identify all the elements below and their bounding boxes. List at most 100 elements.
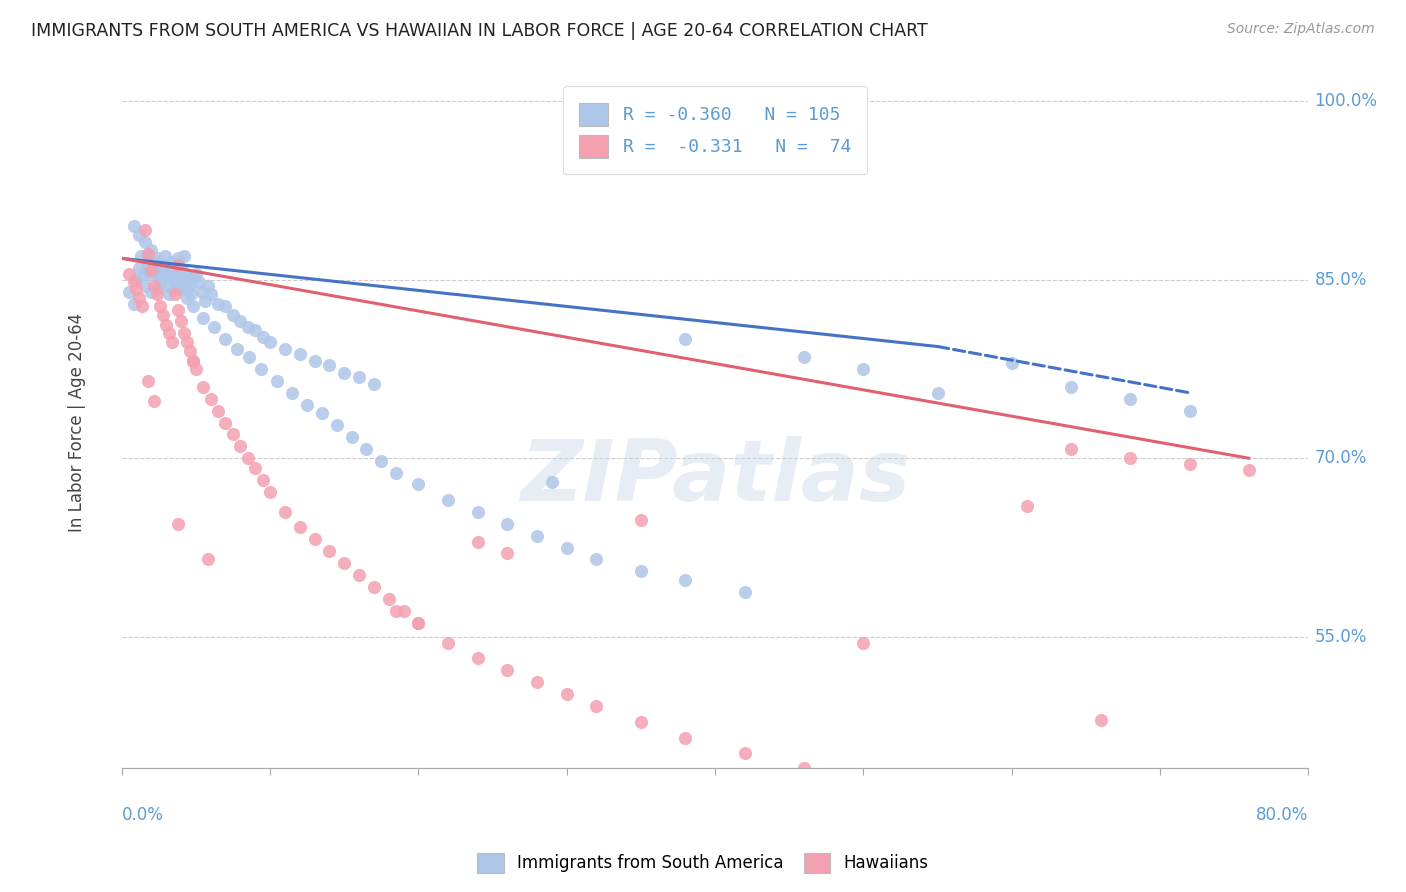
Point bbox=[207, 403, 229, 417]
Point bbox=[179, 278, 201, 293]
Point bbox=[135, 260, 157, 275]
Point bbox=[496, 546, 519, 560]
Point bbox=[142, 260, 165, 275]
Point bbox=[190, 285, 212, 299]
Text: 70.0%: 70.0% bbox=[1315, 450, 1367, 467]
Point bbox=[852, 772, 875, 787]
Point bbox=[181, 353, 204, 368]
Point bbox=[673, 573, 696, 587]
Point bbox=[408, 477, 430, 491]
Point bbox=[852, 362, 875, 376]
Point bbox=[236, 451, 259, 466]
Point bbox=[377, 591, 399, 606]
Point bbox=[392, 604, 415, 618]
Legend: Immigrants from South America, Hawaiians: Immigrants from South America, Hawaiians bbox=[471, 847, 935, 880]
Point bbox=[238, 350, 260, 364]
Point bbox=[311, 406, 333, 420]
Point bbox=[526, 528, 548, 542]
Point bbox=[496, 663, 519, 677]
Point bbox=[385, 604, 408, 618]
Text: IMMIGRANTS FROM SOUTH AMERICA VS HAWAIIAN IN LABOR FORCE | AGE 20-64 CORRELATION: IMMIGRANTS FROM SOUTH AMERICA VS HAWAIIA… bbox=[31, 22, 928, 40]
Point bbox=[181, 270, 204, 285]
Point bbox=[157, 267, 180, 281]
Point bbox=[1015, 499, 1038, 513]
Point bbox=[333, 366, 356, 380]
Point bbox=[172, 263, 194, 277]
Point bbox=[153, 249, 176, 263]
Point bbox=[673, 332, 696, 346]
Point bbox=[134, 223, 156, 237]
Point bbox=[138, 249, 160, 263]
Point bbox=[128, 291, 150, 305]
Point bbox=[222, 427, 245, 442]
Point bbox=[125, 273, 148, 287]
Point bbox=[173, 249, 195, 263]
Point bbox=[160, 255, 183, 269]
Point bbox=[266, 374, 288, 388]
Point bbox=[467, 534, 489, 549]
Point bbox=[734, 584, 756, 599]
Point bbox=[180, 287, 202, 301]
Point bbox=[194, 294, 217, 309]
Text: In Labor Force | Age 20-64: In Labor Force | Age 20-64 bbox=[67, 313, 86, 533]
Point bbox=[157, 326, 180, 341]
Point bbox=[170, 282, 193, 296]
Point bbox=[122, 219, 145, 234]
Point bbox=[927, 385, 949, 400]
Point bbox=[214, 332, 236, 346]
Point bbox=[193, 310, 215, 325]
Point bbox=[259, 484, 281, 499]
Point bbox=[132, 267, 155, 281]
Point bbox=[295, 398, 318, 412]
Point bbox=[181, 299, 204, 313]
Point bbox=[165, 282, 187, 296]
Point bbox=[318, 359, 340, 373]
Point bbox=[174, 267, 197, 281]
Point bbox=[555, 541, 578, 555]
Point bbox=[252, 330, 274, 344]
Point bbox=[304, 353, 326, 368]
Point bbox=[927, 784, 949, 798]
Text: 85.0%: 85.0% bbox=[1315, 271, 1367, 289]
Point bbox=[467, 505, 489, 519]
Point bbox=[156, 278, 179, 293]
Point bbox=[370, 453, 392, 467]
Point bbox=[128, 260, 150, 275]
Point bbox=[165, 287, 187, 301]
Point bbox=[585, 698, 607, 713]
Point bbox=[159, 270, 181, 285]
Point bbox=[236, 320, 259, 334]
Point bbox=[184, 267, 207, 281]
Legend: R = -0.360   N = 105, R =  -0.331   N =  74: R = -0.360 N = 105, R = -0.331 N = 74 bbox=[562, 87, 868, 175]
Point bbox=[122, 275, 145, 289]
Point bbox=[150, 275, 173, 289]
Point bbox=[169, 270, 191, 285]
Point bbox=[167, 516, 190, 531]
Point bbox=[243, 460, 266, 475]
Point bbox=[176, 291, 198, 305]
Point bbox=[1060, 380, 1083, 394]
Point bbox=[673, 731, 696, 745]
Point bbox=[288, 346, 311, 360]
Point bbox=[555, 687, 578, 701]
Point bbox=[347, 568, 370, 582]
Point bbox=[143, 394, 166, 409]
Point bbox=[181, 353, 204, 368]
Point bbox=[157, 287, 180, 301]
Point bbox=[318, 544, 340, 558]
Point bbox=[141, 243, 163, 257]
Point bbox=[176, 334, 198, 349]
Point bbox=[118, 267, 141, 281]
Point bbox=[385, 466, 408, 480]
Point bbox=[155, 267, 177, 281]
Point bbox=[176, 282, 198, 296]
Point bbox=[139, 267, 162, 281]
Point bbox=[187, 275, 209, 289]
Point bbox=[333, 556, 356, 570]
Point bbox=[408, 615, 430, 630]
Point bbox=[304, 532, 326, 546]
Point bbox=[363, 580, 385, 594]
Point bbox=[793, 350, 815, 364]
Point bbox=[149, 299, 172, 313]
Point bbox=[437, 492, 460, 507]
